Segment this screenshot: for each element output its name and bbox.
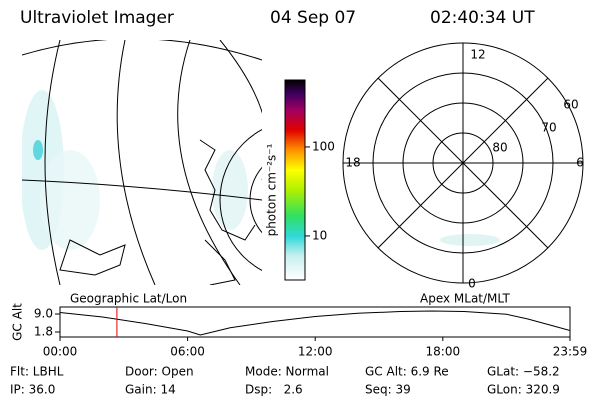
polar-grid [342, 42, 584, 284]
polar-label: 0 [468, 277, 476, 291]
polar-label: 12 [470, 48, 485, 62]
left-label: Geographic Lat/Lon [70, 292, 187, 306]
x-tick-label: 12:00 [298, 345, 333, 359]
colorbar-tick-label: 10 [312, 228, 327, 242]
footer-field: GLat: −58.2 [487, 365, 560, 379]
footer-field: GLon: 320.9 [487, 383, 560, 397]
polar-label: 80 [492, 141, 507, 155]
polar-label: 70 [541, 121, 556, 135]
date: 04 Sep 07 [270, 8, 356, 28]
time: 02:40:34 UT [430, 8, 535, 28]
footer-field: IP: 36.0 [10, 383, 55, 397]
x-tick-label: 23:59 [553, 345, 588, 359]
colorbar [284, 79, 306, 281]
footer-field: Mode: Normal [245, 365, 329, 379]
altitude-curve [59, 310, 571, 336]
footer-field: Dsp: 2.6 [245, 383, 303, 397]
x-tick-label: 00:00 [43, 345, 78, 359]
polar-label: 60 [563, 98, 578, 112]
footer-field: Flt: LBHL [10, 365, 64, 379]
y-tick-label: 9.0 [34, 307, 53, 321]
instrument: Ultraviolet Imager [20, 8, 174, 28]
right-label: Apex MLat/MLT [420, 292, 510, 306]
x-tick-label: 06:00 [170, 345, 205, 359]
y-axis-label: GC Alt [11, 303, 25, 341]
colorbar-label: photon cm⁻²s⁻¹ [265, 143, 279, 236]
footer-field: Door: Open [125, 365, 194, 379]
polar-label: 18 [345, 156, 360, 170]
x-tick-label: 18:00 [426, 345, 461, 359]
footer-field: Gain: 14 [125, 383, 176, 397]
geographic-map [22, 40, 262, 285]
footer-field: GC Alt: 6.9 Re [365, 365, 449, 379]
footer-field: Seq: 39 [365, 383, 411, 397]
colorbar-tick-label: 100 [312, 139, 335, 153]
polar-label: 6 [576, 156, 584, 170]
y-tick-label: 1.8 [34, 325, 53, 339]
